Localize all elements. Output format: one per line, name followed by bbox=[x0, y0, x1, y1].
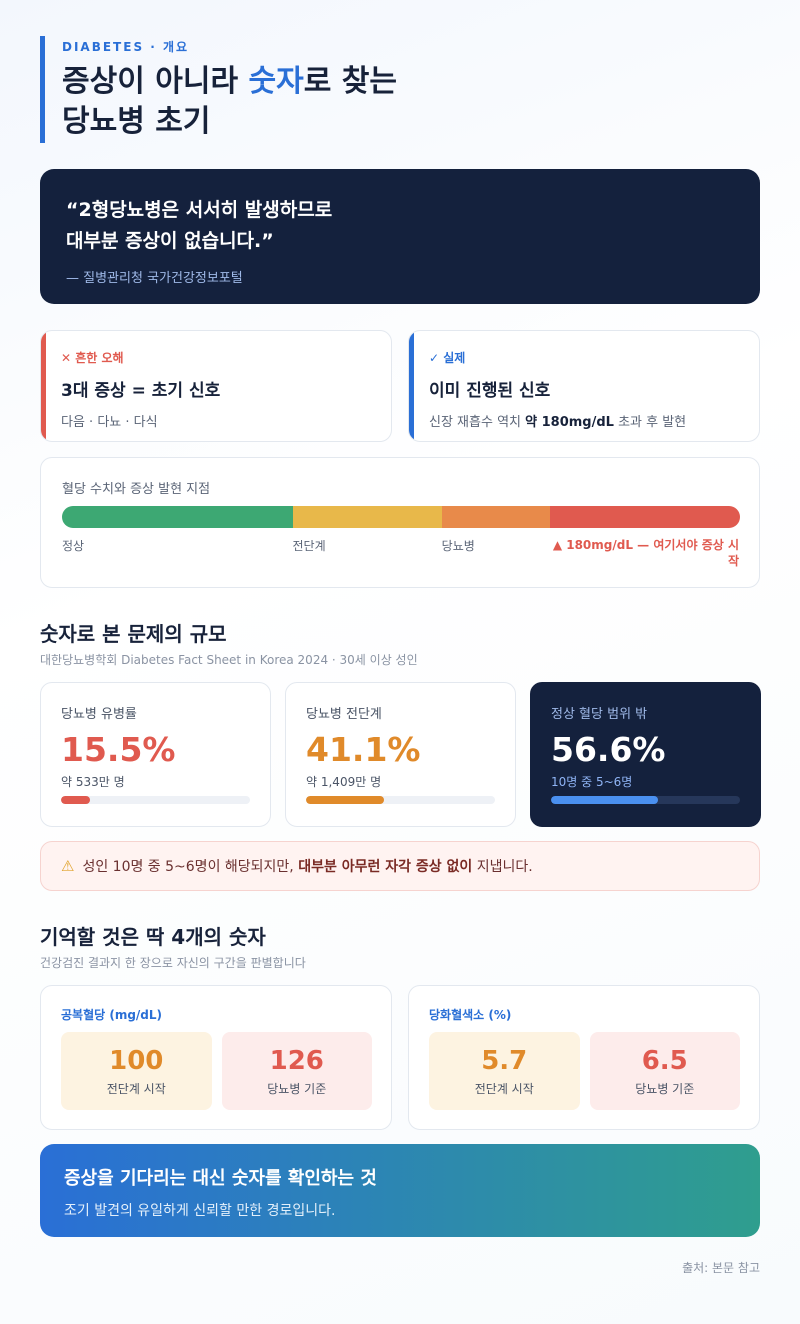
warning-bold: 대부분 아무런 자각 증상 없이 bbox=[298, 859, 473, 875]
stat-note: 약 533만 명 bbox=[61, 775, 125, 789]
stat-fill bbox=[61, 796, 91, 804]
warning-text: 성인 10명 중 5~6명이 해당되지만, 대부분 아무런 자각 증상 없이 지… bbox=[82, 856, 532, 876]
quote-line-2: 대부분 증상이 없습니다.” bbox=[66, 230, 274, 252]
tick-normal: 정상 bbox=[62, 539, 85, 553]
stat-note: 10명 중 5~6명 bbox=[551, 775, 633, 789]
fact-sub-pre: 신장 재흡수 역치 bbox=[429, 415, 526, 430]
numbers-section-subtitle: 건강검진 결과지 한 장으로 자신의 구간을 판별합니다 bbox=[40, 956, 306, 970]
hba1c-diabetes-box: 6.5 당뇨병 기준 bbox=[589, 1032, 740, 1110]
tick-prediabetes: 전단계 bbox=[292, 539, 326, 553]
header: DIABETES · 개요 증상이 아니라 숫자로 찾는 당뇨병 초기 bbox=[40, 36, 760, 144]
hba1c-pre-value: 5.7 bbox=[481, 1045, 528, 1076]
fact-sub-post: 초과 후 발현 bbox=[613, 415, 687, 430]
glucose-scale-bar bbox=[62, 506, 740, 528]
scale-segment-4 bbox=[550, 506, 740, 528]
tick-symptom-alert: ▲ 180mg/dL — 여기서야 증상 시작 bbox=[552, 538, 739, 568]
quote-line-1: “2형당뇨병은 서서히 발생하므로 bbox=[66, 199, 333, 221]
fasting-pre-caption: 전단계 시작 bbox=[106, 1081, 166, 1096]
title-line-1: 증상이 아니라 숫자로 찾는 bbox=[62, 62, 397, 102]
stat-fill bbox=[551, 796, 658, 804]
stat-label: 당뇨병 전단계 bbox=[306, 707, 382, 722]
scale-segment-3 bbox=[441, 506, 551, 528]
myth-sub: 다음 · 다뇨 · 다식 bbox=[61, 415, 158, 430]
title-highlight: 숫자 bbox=[248, 64, 304, 99]
stat-card-prediabetes: 당뇨병 전단계 41.1% 약 1,409만 명 bbox=[285, 682, 516, 827]
fasting-boxes: 100 전단계 시작 126 당뇨병 기준 bbox=[61, 1032, 372, 1110]
fasting-prediabetes-box: 100 전단계 시작 bbox=[61, 1032, 212, 1110]
tick-diabetes: 당뇨병 bbox=[441, 539, 475, 553]
title-line-1-post: 로 찾는 bbox=[303, 64, 397, 99]
myth-tag: ✕ 흔한 오해 bbox=[61, 351, 124, 365]
fact-title: 이미 진행된 신호 bbox=[429, 381, 551, 401]
hba1c-card: 당화혈색소 (%) 5.7 전단계 시작 6.5 당뇨병 기준 bbox=[408, 985, 760, 1130]
stat-value: 41.1% bbox=[306, 730, 421, 769]
eyebrow: DIABETES · 개요 bbox=[62, 40, 190, 54]
glucose-scale-card: 혈당 수치와 증상 발현 지점 정상 전단계 당뇨병 ▲ 180mg/dL — … bbox=[40, 457, 760, 588]
fact-card: ✓ 실제 이미 진행된 신호 신장 재흡수 역치 약 180mg/dL 초과 후… bbox=[408, 330, 760, 442]
header-accent-bar bbox=[40, 36, 45, 143]
quote-card: “2형당뇨병은 서서히 발생하므로 대부분 증상이 없습니다.” — 질병관리청… bbox=[40, 169, 760, 304]
hba1c-dm-caption: 당뇨병 기준 bbox=[635, 1081, 695, 1096]
cta-title: 증상을 기다리는 대신 숫자를 확인하는 것 bbox=[64, 1168, 377, 1189]
stat-track bbox=[61, 796, 250, 804]
scale-segment-2 bbox=[292, 506, 442, 528]
page-title: 증상이 아니라 숫자로 찾는 당뇨병 초기 bbox=[62, 62, 397, 142]
hba1c-boxes: 5.7 전단계 시작 6.5 당뇨병 기준 bbox=[429, 1032, 740, 1110]
fasting-pre-value: 100 bbox=[109, 1045, 164, 1076]
footer-source: 출처: 본문 참고 bbox=[682, 1261, 760, 1275]
fasting-glucose-card: 공복혈당 (mg/dL) 100 전단계 시작 126 당뇨병 기준 bbox=[40, 985, 392, 1130]
stat-label: 당뇨병 유병률 bbox=[61, 707, 137, 722]
stats-section-subtitle: 대한당뇨병학회 Diabetes Fact Sheet in Korea 202… bbox=[40, 653, 418, 667]
myth-title: 3대 증상 = 초기 신호 bbox=[61, 381, 221, 401]
fact-tag: ✓ 실제 bbox=[429, 351, 466, 365]
stat-card-out-of-range: 정상 혈당 범위 밖 56.6% 10명 중 5~6명 bbox=[530, 682, 761, 827]
stat-card-prevalence: 당뇨병 유병률 15.5% 약 533만 명 bbox=[40, 682, 271, 827]
fasting-diabetes-box: 126 당뇨병 기준 bbox=[221, 1032, 372, 1110]
stat-value: 15.5% bbox=[61, 730, 176, 769]
fact-sub-bold: 약 180mg/dL bbox=[525, 415, 614, 430]
warning-banner: ⚠ 성인 10명 중 5~6명이 해당되지만, 대부분 아무런 자각 증상 없이… bbox=[40, 841, 760, 891]
stats-section-title: 숫자로 본 문제의 규모 bbox=[40, 622, 227, 646]
fasting-label: 공복혈당 (mg/dL) bbox=[61, 1008, 163, 1022]
cta-subtitle: 조기 발견의 유일하게 신뢰할 만한 경로입니다. bbox=[64, 1203, 336, 1219]
quote-text: “2형당뇨병은 서서히 발생하므로 대부분 증상이 없습니다.” bbox=[66, 195, 734, 257]
title-line-1-pre: 증상이 아니라 bbox=[62, 64, 249, 99]
fasting-dm-value: 126 bbox=[269, 1045, 324, 1076]
hba1c-dm-value: 6.5 bbox=[641, 1045, 688, 1076]
fact-sub: 신장 재흡수 역치 약 180mg/dL 초과 후 발현 bbox=[429, 411, 739, 430]
hba1c-pre-caption: 전단계 시작 bbox=[474, 1081, 534, 1096]
stat-track bbox=[551, 796, 740, 804]
myth-card: ✕ 흔한 오해 3대 증상 = 초기 신호 다음 · 다뇨 · 다식 bbox=[40, 330, 392, 442]
stat-value: 56.6% bbox=[551, 730, 666, 769]
warning-icon: ⚠ bbox=[61, 857, 75, 875]
quote-source: — 질병관리청 국가건강정보포털 bbox=[66, 271, 243, 286]
fasting-dm-caption: 당뇨병 기준 bbox=[267, 1081, 327, 1096]
stat-note: 약 1,409만 명 bbox=[306, 775, 382, 789]
scale-label: 혈당 수치와 증상 발현 지점 bbox=[62, 482, 211, 497]
numbers-section-title: 기억할 것은 딱 4개의 숫자 bbox=[40, 925, 266, 949]
stat-label: 정상 혈당 범위 밖 bbox=[551, 707, 648, 722]
hba1c-prediabetes-box: 5.7 전단계 시작 bbox=[429, 1032, 580, 1110]
warning-post: 지냅니다. bbox=[472, 859, 533, 875]
stat-track bbox=[306, 796, 495, 804]
hba1c-label: 당화혈색소 (%) bbox=[429, 1008, 512, 1022]
scale-segment-1 bbox=[62, 506, 293, 528]
title-line-2: 당뇨병 초기 bbox=[62, 104, 211, 139]
warning-pre: 성인 10명 중 5~6명이 해당되지만, bbox=[82, 859, 299, 875]
cta-banner: 증상을 기다리는 대신 숫자를 확인하는 것 조기 발견의 유일하게 신뢰할 만… bbox=[40, 1144, 760, 1237]
stat-fill bbox=[306, 796, 384, 804]
